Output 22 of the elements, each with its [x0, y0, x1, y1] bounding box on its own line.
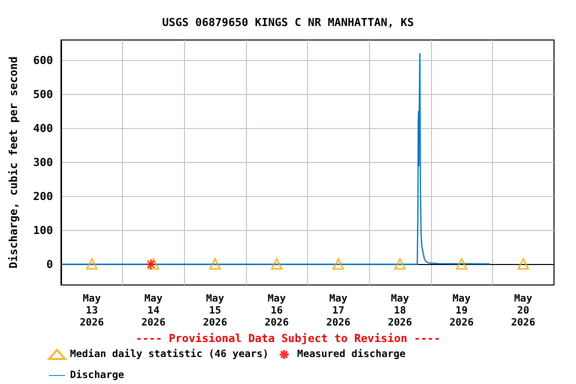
x-tick-label: May 19 2026: [450, 294, 474, 328]
x-tick-label: May 18 2026: [388, 294, 412, 328]
legend-label: Measured discharge: [297, 348, 406, 360]
y-tick-label: 400: [33, 122, 53, 135]
y-tick-label: 600: [33, 54, 53, 67]
legend-label: Median daily statistic (46 years): [70, 348, 269, 360]
x-tick-label: May 14 2026: [141, 294, 166, 328]
x-tick-label: May 15 2026: [203, 294, 228, 328]
text: ---- Provisional Data Subject to Revision ----: [136, 332, 440, 345]
chart-title: USGS 06879650 KINGS C NR MANHATTAN, KS: [162, 16, 414, 29]
legend-label: Discharge: [70, 369, 124, 381]
x-tick-label: May 20 2026: [511, 294, 536, 328]
line-series: [60, 53, 490, 265]
x-tick-label: May 13 2026: [80, 294, 104, 328]
y-axis-title: Discharge, cubic feet per second: [7, 56, 20, 268]
x-tick-label: May 17 2026: [326, 294, 350, 328]
y-tick-label: 300: [33, 156, 53, 169]
y-tick-label: 500: [33, 88, 53, 101]
y-tick-label: 0: [46, 258, 53, 272]
y-tick-label: 200: [33, 190, 53, 204]
x-tick-label: May 16 2026: [264, 294, 289, 328]
y-tick-label: 100: [33, 224, 53, 238]
